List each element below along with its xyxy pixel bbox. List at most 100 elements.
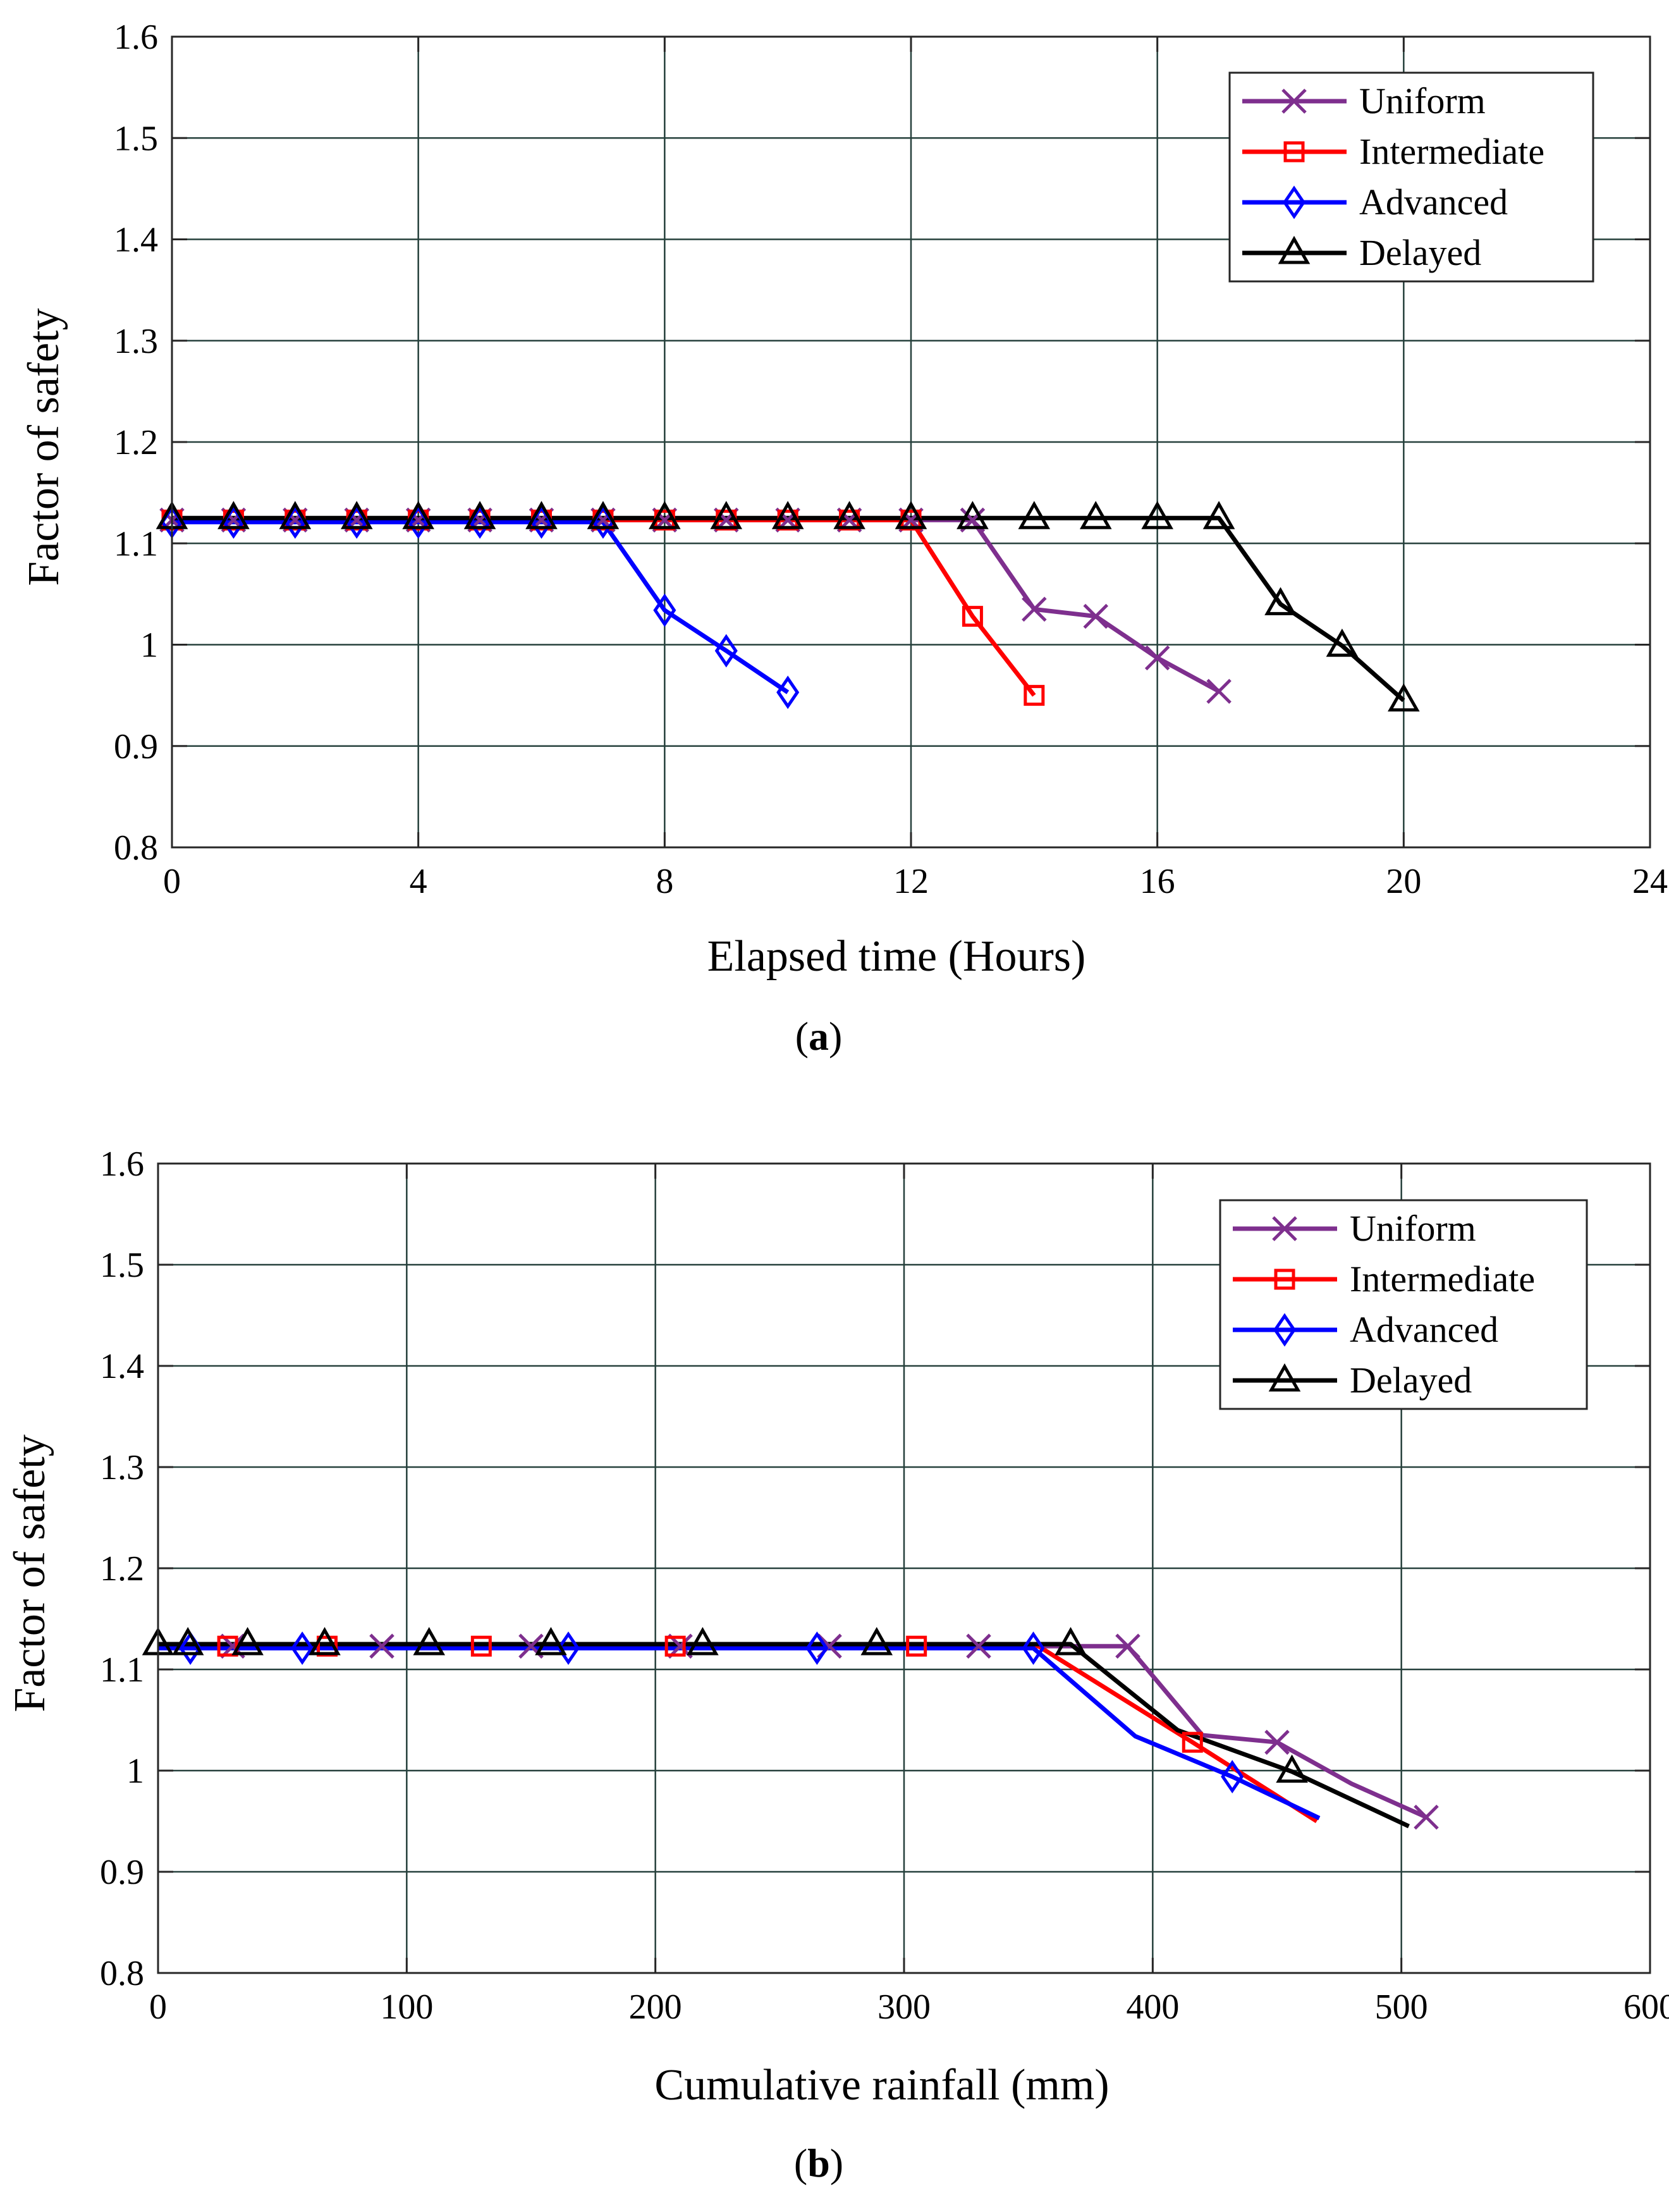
panel-a-data-point-uniform	[1083, 603, 1109, 629]
panel-b-data-point-advanced	[1221, 1760, 1244, 1794]
panel-a-data-point-delayed	[340, 501, 373, 529]
panel-a-legend-marker-intermediate	[1283, 141, 1305, 163]
panel-a-data-point-intermediate	[962, 606, 983, 627]
panel-a-data-point-delayed	[525, 501, 558, 529]
panel-a-data-point-intermediate	[1024, 685, 1045, 706]
panel-a-x-tick-label: 20	[1386, 862, 1421, 901]
panel-a-data-point-delayed	[957, 501, 989, 529]
panel-a-y-tick-label: 0.8	[114, 828, 158, 868]
panel-a-data-point-delayed	[895, 501, 927, 529]
panel-b-legend-label-uniform: Uniform	[1350, 1208, 1476, 1249]
panel-b-data-point-delayed	[231, 1626, 264, 1656]
panel-a-data-point-delayed	[402, 501, 434, 529]
panel-a-data-point-advanced	[776, 675, 800, 710]
panel-a-y-tick-label: 1.3	[114, 322, 158, 361]
panel-a-y-tick-label: 0.9	[114, 727, 158, 766]
panel-b-legend-marker-uniform	[1272, 1216, 1297, 1241]
panel-b-data-point-delayed	[687, 1626, 719, 1656]
panel-a-data-point-delayed	[833, 501, 865, 529]
panel-b-data-point-uniform	[1115, 1633, 1140, 1659]
panel-b-legend: Uniform Intermediate Advanced Delayed	[1219, 1199, 1588, 1410]
panel-a-data-point-delayed	[1079, 501, 1112, 529]
panel-b-x-tick-label: 100	[380, 1988, 433, 2027]
panel-a-ylabel: Factor of safety	[20, 308, 68, 586]
panel-a-xlabel: Elapsed time (Hours)	[707, 932, 1086, 981]
panel-a-legend-label-advanced: Advanced	[1359, 181, 1508, 223]
panel-b-markers-advanced	[179, 1631, 1244, 1794]
panel-a-data-point-delayed	[649, 501, 681, 529]
panel-b-y-tick-label: 1.3	[100, 1448, 144, 1487]
panel-a-y-tick-label: 1.1	[114, 524, 158, 563]
panel-b-x-tick-label: 300	[877, 1988, 931, 2027]
panel-b-y-tick-label: 0.8	[100, 1954, 144, 1993]
panel-a-x-tick-label: 8	[656, 862, 673, 901]
panel-b-data-point-delayed	[860, 1626, 893, 1656]
panel-b-data-point-delayed	[1276, 1754, 1308, 1783]
panel-a-legend-label-delayed: Delayed	[1359, 232, 1481, 273]
panel-b-data-point-delayed	[171, 1626, 204, 1656]
panel-a-y-tick-label: 1.5	[114, 119, 158, 158]
panel-a-x-tick-label: 12	[893, 862, 929, 901]
panel-a-legend-marker-advanced	[1282, 185, 1306, 219]
panel-b-data-point-delayed	[309, 1626, 341, 1656]
panel-b-y-tick-label: 1.6	[100, 1145, 144, 1184]
panel-a-data-point-delayed	[1264, 587, 1297, 615]
panel-a-data-point-delayed	[771, 501, 804, 529]
panel-a-x-tick-label: 24	[1632, 862, 1668, 901]
panel-a-data-point-delayed	[1326, 629, 1359, 657]
panel-a-data-point-delayed	[279, 501, 312, 529]
panel-a-data-point-advanced	[653, 593, 676, 627]
panel-b-caption: (b)	[794, 2141, 843, 2185]
panel-b-legend-marker-advanced	[1273, 1313, 1297, 1347]
panel-a-data-point-delayed	[1018, 501, 1051, 529]
panel-b-y-tick-label: 1.2	[100, 1549, 144, 1588]
panel-a-data-point-advanced	[714, 634, 738, 668]
panel-b-y-tick-label: 1.5	[100, 1246, 144, 1285]
panel-b-y-tick-label: 1.4	[100, 1347, 144, 1386]
panel-b-data-point-delayed	[535, 1626, 567, 1656]
panel-b-data-point-intermediate	[906, 1635, 927, 1657]
panel-b-data-point-advanced	[291, 1631, 314, 1665]
panel-b-x-tick-label: 200	[629, 1988, 682, 2027]
panel-b-data-point-intermediate	[470, 1635, 492, 1657]
panel-a-data-point-delayed	[463, 501, 496, 529]
panel-a-markers-delayed	[156, 501, 1420, 712]
panel-b-data-point-delayed	[1055, 1626, 1087, 1656]
panel-b-legend-label-intermediate: Intermediate	[1350, 1258, 1535, 1300]
panel-b-x-tick-label: 600	[1623, 1988, 1669, 2027]
panel-a-data-point-delayed	[1388, 683, 1420, 712]
panel-a-x-tick-label: 4	[410, 862, 427, 901]
panel-a-legend-label-uniform: Uniform	[1359, 80, 1486, 121]
panel-b-data-point-intermediate	[217, 1635, 238, 1657]
panel-a-data-point-delayed	[1141, 501, 1173, 529]
panel-a-y-tick-label: 1.4	[114, 221, 158, 260]
panel-a-y-tick-label: 1	[140, 626, 158, 665]
panel-b-data-point-advanced	[805, 1631, 829, 1665]
panel-a-legend-marker-uniform	[1281, 89, 1307, 114]
panel-b-y-tick-label: 0.9	[100, 1853, 144, 1892]
panel-a-y-tick-label: 1.6	[114, 18, 158, 57]
panel-a-x-tick-label: 0	[163, 862, 181, 901]
panel-a-data-point-uniform	[1144, 645, 1170, 671]
panel-a-legend-marker-delayed	[1278, 235, 1311, 264]
panel-a-data-point-uniform	[1022, 596, 1047, 622]
panel-a-legend: Uniform Intermediate Advanced Delayed	[1228, 71, 1594, 283]
panel-b-legend-label-delayed: Delayed	[1350, 1360, 1472, 1401]
panel-b-x-tick-label: 500	[1375, 1988, 1428, 2027]
panel-a-data-point-delayed	[1202, 501, 1235, 529]
panel-b-xlabel: Cumulative rainfall (mm)	[654, 2061, 1109, 2110]
panel-b-y-tick-label: 1	[126, 1752, 144, 1791]
panel-a-x-tick-label: 16	[1140, 862, 1175, 901]
panel-b-series-line-advanced	[158, 1645, 1321, 1821]
panel-a-data-point-delayed	[587, 501, 620, 529]
panel-a-data-point-delayed	[217, 501, 250, 529]
panel-b-legend-label-advanced: Advanced	[1350, 1309, 1498, 1350]
panel-b-ylabel: Factor of safety	[6, 1434, 54, 1712]
panel-b-x-tick-label: 400	[1126, 1988, 1179, 2027]
panel-b-data-point-advanced	[556, 1631, 580, 1665]
panel-b-data-point-intermediate	[664, 1635, 686, 1657]
panel-b-chart: Factor of safety Cumulative rainfall (mm…	[6, 1145, 1669, 2185]
panel-a-chart: Factor of safety Elapsed time (Hours) (a…	[20, 18, 1668, 1059]
panel-b-y-tick-label: 1.1	[100, 1650, 144, 1690]
panel-b-legend-marker-delayed	[1268, 1363, 1301, 1392]
